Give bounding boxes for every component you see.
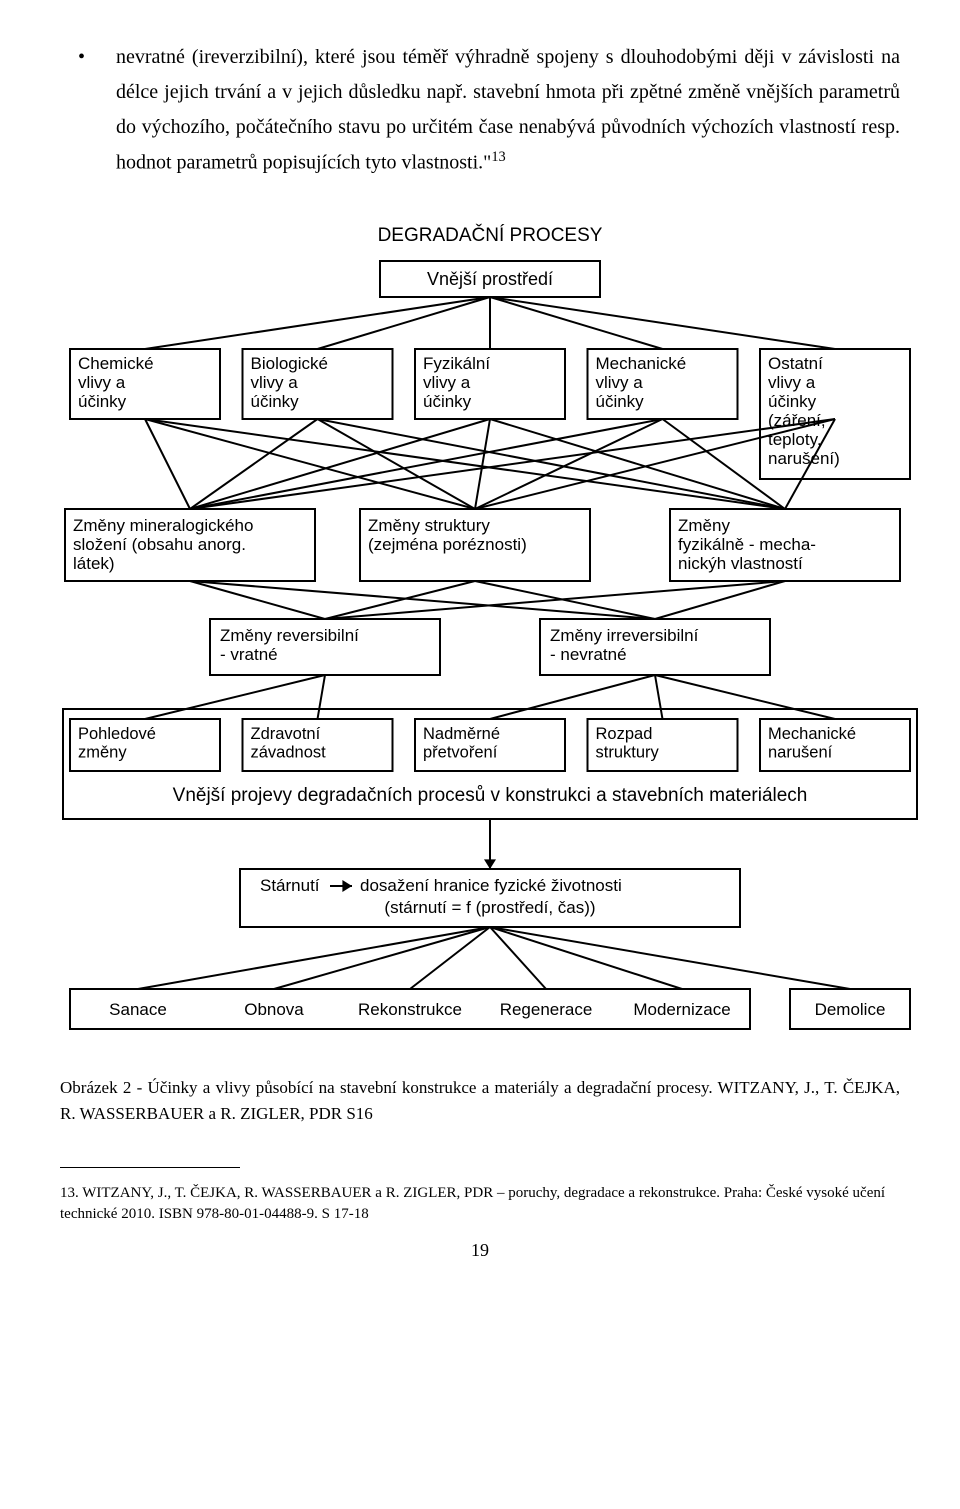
svg-text:Změnyfyzikálně - mecha-nickýh: Změnyfyzikálně - mecha-nickýh vlastností [678, 516, 816, 573]
svg-text:Pohledovézměny: Pohledovézměny [78, 725, 156, 761]
svg-text:(stárnutí = f (prostředí, čas): (stárnutí = f (prostředí, čas)) [384, 898, 595, 917]
svg-text:Stárnutí: Stárnutí [260, 876, 320, 895]
footnote-separator [60, 1167, 240, 1168]
paragraph-text: nevratné (ireverzibilní), které jsou tém… [116, 46, 900, 174]
bullet-paragraph: • nevratné (ireverzibilní), které jsou t… [60, 40, 900, 181]
svg-text:Obnova: Obnova [244, 1000, 304, 1019]
svg-text:Nadměrnépřetvoření: Nadměrnépřetvoření [423, 725, 500, 761]
svg-text:Vnější prostředí: Vnější prostředí [427, 269, 553, 289]
svg-text:Změny reversibilní- vratné: Změny reversibilní- vratné [220, 626, 359, 664]
svg-text:Změny mineralogickéhosložení (: Změny mineralogickéhosložení (obsahu ano… [73, 516, 253, 573]
svg-text:Ostatnívlivy aúčinky(záření,te: Ostatnívlivy aúčinky(záření,teploty,naru… [768, 354, 840, 468]
svg-text:Mechanickénarušení: Mechanickénarušení [768, 725, 856, 761]
svg-text:Změny struktury(zejména porézn: Změny struktury(zejména poréznosti) [368, 516, 527, 554]
figure-caption: Obrázek 2 - Účinky a vlivy působící na s… [60, 1075, 900, 1128]
svg-text:Změny irreversibilní- nevratné: Změny irreversibilní- nevratné [550, 626, 699, 664]
bullet-glyph: • [78, 40, 85, 75]
svg-text:dosažení hranice fyzické život: dosažení hranice fyzické životnosti [360, 876, 622, 895]
svg-text:Chemickévlivy aúčinky: Chemickévlivy aúčinky [78, 354, 154, 411]
svg-text:Sanace: Sanace [109, 1000, 167, 1019]
svg-text:Regenerace: Regenerace [500, 1000, 593, 1019]
svg-text:Zdravotnízávadnost: Zdravotnízávadnost [251, 725, 327, 761]
svg-text:Rozpadstruktury: Rozpadstruktury [596, 725, 660, 761]
paragraph-sup: 13 [491, 149, 505, 165]
svg-text:DEGRADAČNÍ PROCESY: DEGRADAČNÍ PROCESY [378, 224, 603, 246]
svg-text:Rekonstrukce: Rekonstrukce [358, 1000, 462, 1019]
svg-text:Demolice: Demolice [815, 1000, 886, 1019]
svg-text:Mechanickévlivy aúčinky: Mechanickévlivy aúčinky [596, 354, 687, 411]
degradation-diagram: DEGRADAČNÍ PROCESY Vnější prostředí Chemic… [60, 219, 900, 1049]
svg-text:Modernizace: Modernizace [633, 1000, 730, 1019]
footnote-text: . WITZANY, J., T. ČEJKA, R. WASSERBAUER … [60, 1185, 885, 1222]
svg-text:Vnější projevy degradačních pr: Vnější projevy degradačních procesů v ko… [173, 785, 808, 806]
page-number: 19 [60, 1240, 900, 1261]
svg-text:Biologickévlivy aúčinky: Biologickévlivy aúčinky [251, 354, 329, 411]
footnote: 13. WITZANY, J., T. ČEJKA, R. WASSERBAUE… [60, 1183, 900, 1225]
svg-text:Fyzikálnívlivy aúčinky: Fyzikálnívlivy aúčinky [423, 354, 490, 411]
footnote-number: 13 [60, 1185, 75, 1201]
